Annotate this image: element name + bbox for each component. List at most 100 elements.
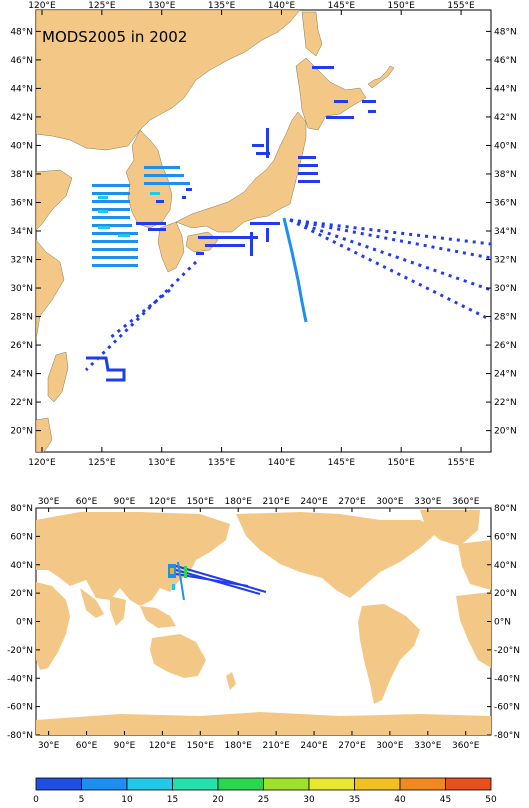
lon-label: 330°E	[414, 497, 442, 507]
lon-label: 130°E	[148, 1, 176, 11]
bottom-map: 30°E 60°E 90°E 120°E 150°E 180°E 210°E 240°E 270…	[7, 497, 520, 751]
colorbar-swatches	[35, 777, 492, 791]
arabia	[80, 588, 104, 618]
top-map-lon-labels-bottom: 120°E 125°E 130°E 135°E 140°E 145°E 150°E 155°E	[28, 447, 475, 468]
lat-label: 48°N	[494, 27, 517, 37]
lat-label: 22°N	[494, 398, 517, 408]
china-southeast-coast	[36, 239, 65, 341]
lat-label: 30°N	[10, 284, 33, 294]
lat-label: 38°N	[494, 170, 517, 180]
lon-label: 120°E	[28, 458, 56, 468]
lon-label: 150°E	[388, 1, 416, 11]
bottom-map-observations	[168, 561, 267, 601]
lon-label: 270°E	[338, 741, 366, 751]
lon-label: 30°E	[38, 497, 60, 507]
lat-label: -60°N	[494, 703, 520, 713]
colorbar-label: 5	[79, 795, 85, 805]
lon-label: 270°E	[338, 497, 366, 507]
europe-wrap	[458, 540, 491, 590]
lon-label: 60°E	[76, 497, 98, 507]
lon-label: 240°E	[300, 741, 328, 751]
lat-label: -40°N	[494, 674, 520, 684]
colorbar-label: 0	[33, 795, 39, 805]
lat-label: 60°N	[10, 532, 33, 542]
top-map-lat-labels-right: 48°N 46°N 44°N 42°N 40°N 38°N 36°N 34°N 32°N 30°N…	[486, 27, 517, 437]
lat-label: 44°N	[494, 84, 517, 94]
lat-label: 80°N	[494, 504, 517, 514]
bottom-map-lat-labels-right: 80°N 60°N 40°N 20°N 0°N -20°N -40°N -60°N -80°N	[487, 504, 520, 741]
lon-label: 145°E	[328, 458, 356, 468]
colorbar-label: 20	[212, 795, 224, 805]
kuroshio-track	[282, 217, 308, 323]
top-map-lat-labels-left: 48°N 46°N 44°N 42°N 40°N 38°N 36°N 34°N 32°N 30°N…	[10, 27, 41, 437]
north-america	[236, 512, 440, 598]
bottom-map-lon-labels-top: 30°E 60°E 90°E 120°E 150°E 180°E 210°E 240°E 270…	[38, 497, 480, 512]
india	[110, 596, 126, 626]
taiwan	[47, 351, 69, 403]
lat-label: 40°N	[494, 141, 517, 151]
lon-label: 155°E	[447, 458, 475, 468]
colorbar-swatch	[399, 777, 446, 791]
lat-label: 26°N	[10, 341, 33, 351]
greenland	[420, 510, 480, 546]
mainland-asia	[36, 10, 301, 151]
lon-label: 120°E	[149, 497, 177, 507]
lon-label: 90°E	[114, 497, 136, 507]
kyushu	[157, 221, 185, 273]
new-zealand	[226, 672, 236, 690]
luzon	[36, 417, 53, 452]
lat-label: 28°N	[494, 313, 517, 323]
bottom-map-land	[36, 510, 491, 735]
lat-label: 0°N	[494, 618, 511, 628]
top-map-land	[36, 10, 395, 452]
indonesia	[140, 606, 176, 628]
bottom-map-lon-labels-bottom: 30°E 60°E 90°E 120°E 150°E 180°E 210°E 240°E 270…	[38, 731, 480, 751]
lon-label: 300°E	[376, 741, 404, 751]
yellow-sea-cyan	[98, 192, 160, 237]
kuril-islands	[367, 65, 395, 89]
lat-label: 20°N	[494, 427, 517, 437]
lon-label: 135°E	[208, 458, 236, 468]
lon-label: 240°E	[300, 497, 328, 507]
colorbar-swatch	[35, 777, 82, 791]
lat-label: -80°N	[7, 731, 33, 741]
lon-label: 60°E	[76, 741, 98, 751]
lon-label: 150°E	[187, 497, 215, 507]
yellow-sea-grid	[92, 166, 190, 267]
lon-label: 155°E	[447, 1, 475, 11]
colorbar-label: 25	[258, 795, 269, 805]
colorbar-label: 30	[303, 795, 315, 805]
lat-label: 80°N	[10, 504, 33, 514]
honshu-south-coast	[196, 222, 280, 256]
top-map-lon-labels-top: 120°E 125°E 130°E 135°E 140°E 145°E 150°E 155°E	[28, 1, 475, 15]
colorbar-swatch	[81, 777, 128, 791]
australia	[150, 634, 206, 678]
lat-label: -40°N	[7, 674, 33, 684]
lon-label: 360°E	[452, 741, 480, 751]
lon-label: 135°E	[208, 1, 236, 11]
lat-label: 40°N	[10, 561, 33, 571]
africa	[36, 582, 70, 670]
lat-label: 60°N	[494, 532, 517, 542]
lat-label: 38°N	[10, 170, 33, 180]
lon-label: 125°E	[88, 458, 116, 468]
taiwan-east-loop	[86, 356, 126, 382]
lat-label: 20°N	[494, 589, 517, 599]
lat-label: -20°N	[494, 646, 520, 656]
sakhalin	[301, 11, 323, 57]
east-pacific-dashed-tracks	[289, 218, 491, 322]
bottom-map-lat-labels-left: 80°N 60°N 40°N 20°N 0°N -20°N -40°N -60°N -80°N	[7, 504, 40, 741]
lat-label: 32°N	[10, 256, 33, 266]
lat-label: 44°N	[10, 84, 33, 94]
colorbar: 0 5 10 15 20 25 30 35 40 45 50	[33, 777, 497, 805]
sea-of-japan-tracks	[252, 66, 376, 183]
lat-label: 24°N	[10, 370, 33, 380]
lon-label: 140°E	[268, 458, 296, 468]
lon-label: 180°E	[225, 741, 253, 751]
china-shandong	[36, 169, 73, 231]
lon-label: 125°E	[88, 1, 116, 11]
lon-label: 210°E	[262, 741, 290, 751]
antarctica	[36, 712, 491, 735]
lat-label: 34°N	[494, 227, 517, 237]
